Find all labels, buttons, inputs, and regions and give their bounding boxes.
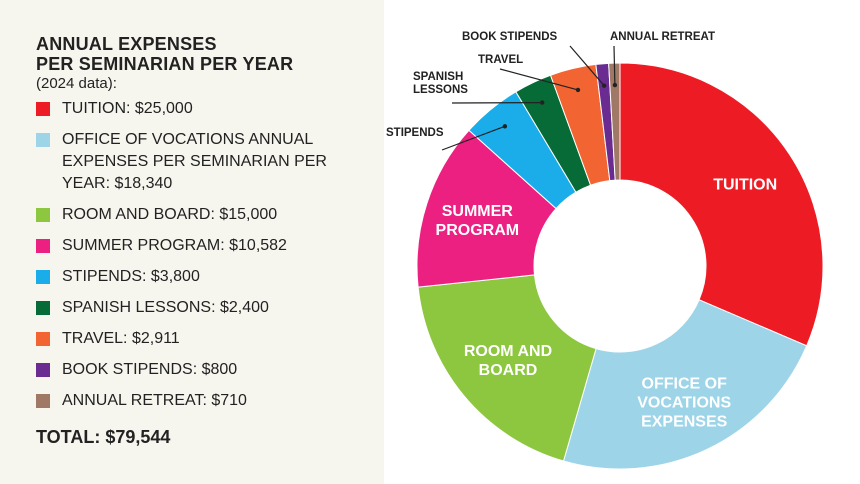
- legend-swatch: [36, 301, 50, 315]
- chart-title-line-1: ANNUAL EXPENSES: [36, 34, 217, 54]
- slice-label-line: OFFICE OF: [642, 376, 728, 393]
- callout-dot: [612, 82, 618, 88]
- legend-swatch: [36, 208, 50, 222]
- legend-label: TUITION: $25,000: [62, 100, 193, 117]
- total-label: TOTAL: $79,544: [36, 427, 171, 447]
- legend-label: TRAVEL: $2,911: [62, 330, 180, 347]
- legend-swatch: [36, 394, 50, 408]
- callout-dot: [540, 100, 545, 105]
- slice-label-line: EXPENSES: [641, 414, 728, 431]
- legend-swatch: [36, 270, 50, 284]
- legend-swatch: [36, 102, 50, 116]
- slice-label-line: BOARD: [479, 362, 538, 379]
- callout-label: BOOK STIPENDS: [462, 31, 558, 43]
- donut-chart: TUITION OFFICE OF VOCATIONS EXPENSES ROOM AN…: [386, 31, 824, 470]
- slice-label-line: ROOM AND: [464, 343, 552, 360]
- slice-label: ROOM AND BOARD: [464, 343, 552, 379]
- callout-label-line: SPANISH: [413, 71, 463, 83]
- legend-label: SUMMER PROGRAM: $10,582: [62, 237, 287, 254]
- slice-label-line: PROGRAM: [436, 222, 520, 239]
- legend-item: TRAVEL: $2,911: [36, 328, 381, 350]
- slice-labels-inside: TUITION OFFICE OF VOCATIONS EXPENSES ROOM AN…: [436, 176, 778, 430]
- legend-swatch: [36, 239, 50, 253]
- slice-callouts: STIPENDS SPANISH LESSONS TRAVEL BOOK STIPEND…: [386, 31, 715, 151]
- callout-dot: [502, 124, 508, 129]
- legend-item: OFFICE OF VOCATIONS ANNUAL EXPENSES PER …: [36, 129, 381, 195]
- slice-label-line: SUMMER: [442, 203, 514, 220]
- legend-item: ROOM AND BOARD: $15,000: [36, 204, 381, 226]
- legend-item: BOOK STIPENDS: $800: [36, 359, 381, 381]
- slice-label-line: TUITION: [713, 176, 777, 193]
- legend-swatch: [36, 332, 50, 346]
- callout-label-line: TRAVEL: [478, 54, 523, 66]
- legend-item: STIPENDS: $3,800: [36, 266, 381, 288]
- callout-label-line: LESSONS: [413, 84, 468, 96]
- slice-label-line: VOCATIONS: [637, 395, 731, 412]
- callout-label-line: STIPENDS: [386, 127, 444, 139]
- legend-label: OFFICE OF VOCATIONS ANNUAL EXPENSES PER …: [62, 131, 327, 192]
- callout-line: [613, 45, 616, 86]
- legend-label: STIPENDS: $3,800: [62, 268, 200, 285]
- legend-label: SPANISH LESSONS: $2,400: [62, 299, 269, 316]
- chart-subtitle: (2024 data):: [36, 75, 117, 92]
- donut-slice: [562, 299, 808, 470]
- legend-panel: ANNUAL EXPENSES PER SEMINARIAN PER YEAR …: [0, 0, 384, 484]
- callout-dot: [575, 87, 581, 93]
- legend-label: BOOK STIPENDS: $800: [62, 361, 238, 378]
- legend-swatch: [36, 133, 50, 147]
- chart-title-line-2: PER SEMINARIAN PER YEAR: [36, 54, 294, 74]
- legend-label: ROOM AND BOARD: $15,000: [62, 206, 278, 223]
- legend-label: ANNUAL RETREAT: $710: [62, 392, 247, 409]
- callout-line: [569, 45, 605, 87]
- callout-label: STIPENDS: [386, 127, 444, 139]
- legend-item: SPANISH LESSONS: $2,400: [36, 297, 381, 319]
- callout-label-line: BOOK STIPENDS: [462, 31, 558, 43]
- callout-line: [441, 125, 506, 151]
- callout-line: [499, 68, 579, 91]
- callout-label: SPANISH LESSONS: [413, 71, 468, 96]
- legend-item: ANNUAL RETREAT: $710: [36, 390, 381, 412]
- slice-label: OFFICE OF VOCATIONS EXPENSES: [637, 376, 731, 431]
- donut-hole: [534, 180, 706, 352]
- callout-label: TRAVEL: [478, 54, 523, 66]
- callout-label-line: ANNUAL RETREAT: [610, 31, 715, 43]
- legend-swatch: [36, 363, 50, 377]
- legend-item: SUMMER PROGRAM: $10,582: [36, 235, 381, 257]
- callout-dot: [602, 83, 607, 88]
- legend: TUITION: $25,000 OFFICE OF VOCATIONS ANNU…: [36, 98, 381, 421]
- callout-label: ANNUAL RETREAT: [610, 31, 715, 43]
- chart-title: ANNUAL EXPENSES PER SEMINARIAN PER YEAR: [36, 34, 293, 74]
- legend-item: TUITION: $25,000: [36, 98, 381, 120]
- slice-label: SUMMER PROGRAM: [436, 203, 520, 239]
- donut-slices: [416, 62, 824, 470]
- slice-label: TUITION: [713, 176, 777, 193]
